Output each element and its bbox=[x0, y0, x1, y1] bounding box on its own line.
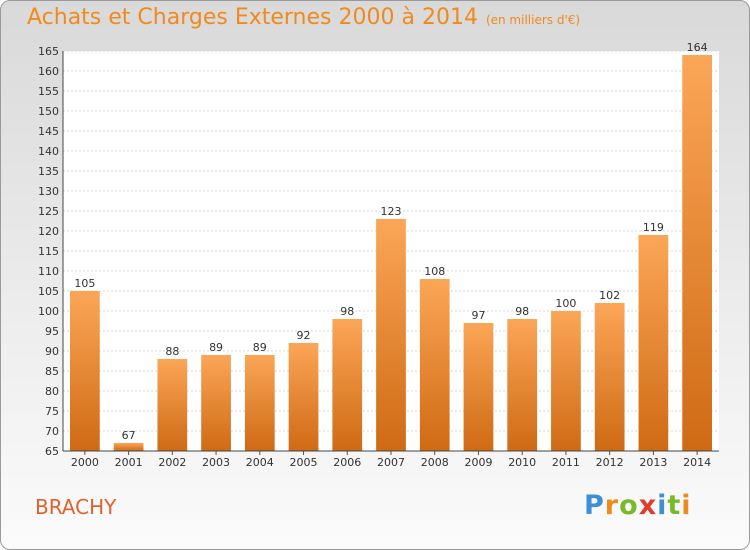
bar bbox=[463, 323, 494, 451]
value-label: 97 bbox=[471, 309, 485, 322]
value-label: 92 bbox=[297, 329, 311, 342]
y-tick-label: 65 bbox=[45, 445, 59, 458]
x-tick-label: 2011 bbox=[552, 456, 580, 469]
x-tick-label: 2000 bbox=[71, 456, 99, 469]
y-tick-label: 150 bbox=[38, 105, 59, 118]
x-tick-label: 2012 bbox=[596, 456, 624, 469]
title-unit: (en milliers d'€) bbox=[485, 13, 581, 27]
y-tick-label: 160 bbox=[38, 65, 59, 78]
x-tick-label: 2014 bbox=[683, 456, 711, 469]
x-tick-label: 2003 bbox=[202, 456, 230, 469]
bar bbox=[638, 235, 669, 451]
value-label: 89 bbox=[209, 341, 223, 354]
bar bbox=[507, 319, 538, 451]
value-label: 98 bbox=[340, 305, 354, 318]
bar bbox=[332, 319, 363, 451]
x-tick-label: 2009 bbox=[464, 456, 492, 469]
value-label: 119 bbox=[643, 221, 664, 234]
bar bbox=[113, 443, 144, 451]
y-tick-label: 70 bbox=[45, 425, 59, 438]
logo-letter: t bbox=[667, 490, 682, 521]
x-tick-label: 2002 bbox=[158, 456, 186, 469]
y-tick-label: 105 bbox=[38, 285, 59, 298]
value-label: 108 bbox=[424, 265, 445, 278]
y-tick-label: 145 bbox=[38, 125, 59, 138]
logo-letter: o bbox=[619, 490, 639, 521]
y-tick-label: 140 bbox=[38, 145, 59, 158]
x-tick-label: 2005 bbox=[290, 456, 318, 469]
value-label: 88 bbox=[165, 345, 179, 358]
x-tick-label: 2013 bbox=[639, 456, 667, 469]
y-tick-label: 135 bbox=[38, 165, 59, 178]
bar bbox=[551, 311, 581, 451]
bar bbox=[594, 303, 625, 451]
chart-title: Achats et Charges Externes 2000 à 2014 (e… bbox=[27, 5, 580, 30]
title-main: Achats et Charges Externes 2000 à 2014 bbox=[27, 5, 478, 30]
value-label: 164 bbox=[687, 41, 708, 54]
x-tick-label: 2004 bbox=[246, 456, 274, 469]
value-label: 123 bbox=[381, 205, 402, 218]
value-label: 67 bbox=[122, 429, 136, 442]
bar bbox=[201, 355, 231, 451]
y-tick-label: 155 bbox=[38, 85, 59, 98]
value-label: 100 bbox=[555, 297, 576, 310]
y-tick-label: 110 bbox=[38, 265, 59, 278]
y-tick-label: 115 bbox=[38, 245, 59, 258]
logo-letter: x bbox=[638, 490, 658, 521]
bar bbox=[419, 279, 450, 451]
value-label: 89 bbox=[253, 341, 267, 354]
y-tick-label: 165 bbox=[38, 45, 59, 58]
bar bbox=[682, 55, 713, 451]
logo-letter: i bbox=[657, 490, 668, 521]
y-tick-label: 75 bbox=[45, 405, 59, 418]
y-tick-label: 125 bbox=[38, 205, 59, 218]
commune-name: BRACHY bbox=[35, 495, 117, 519]
x-tick-label: 2001 bbox=[115, 456, 143, 469]
proxiti-logo: Proxiti bbox=[584, 490, 692, 521]
value-label: 105 bbox=[74, 277, 95, 290]
y-tick-label: 100 bbox=[38, 305, 59, 318]
bar bbox=[244, 355, 275, 451]
y-tick-label: 90 bbox=[45, 345, 59, 358]
y-tick-label: 95 bbox=[45, 325, 59, 338]
bar bbox=[157, 359, 188, 451]
y-tick-label: 80 bbox=[45, 385, 59, 398]
y-tick-label: 120 bbox=[38, 225, 59, 238]
logo-letter: r bbox=[604, 490, 620, 521]
x-tick-label: 2008 bbox=[421, 456, 449, 469]
x-tick-label: 2010 bbox=[508, 456, 536, 469]
bar bbox=[288, 343, 319, 451]
y-tick-label: 130 bbox=[38, 185, 59, 198]
x-tick-label: 2007 bbox=[377, 456, 405, 469]
value-label: 102 bbox=[599, 289, 620, 302]
logo-letter: P bbox=[584, 490, 605, 521]
bar bbox=[376, 219, 406, 451]
y-tick-label: 85 bbox=[45, 365, 59, 378]
value-label: 98 bbox=[515, 305, 529, 318]
x-tick-label: 2006 bbox=[333, 456, 361, 469]
bar bbox=[69, 291, 100, 451]
logo-letter: i bbox=[681, 490, 692, 521]
